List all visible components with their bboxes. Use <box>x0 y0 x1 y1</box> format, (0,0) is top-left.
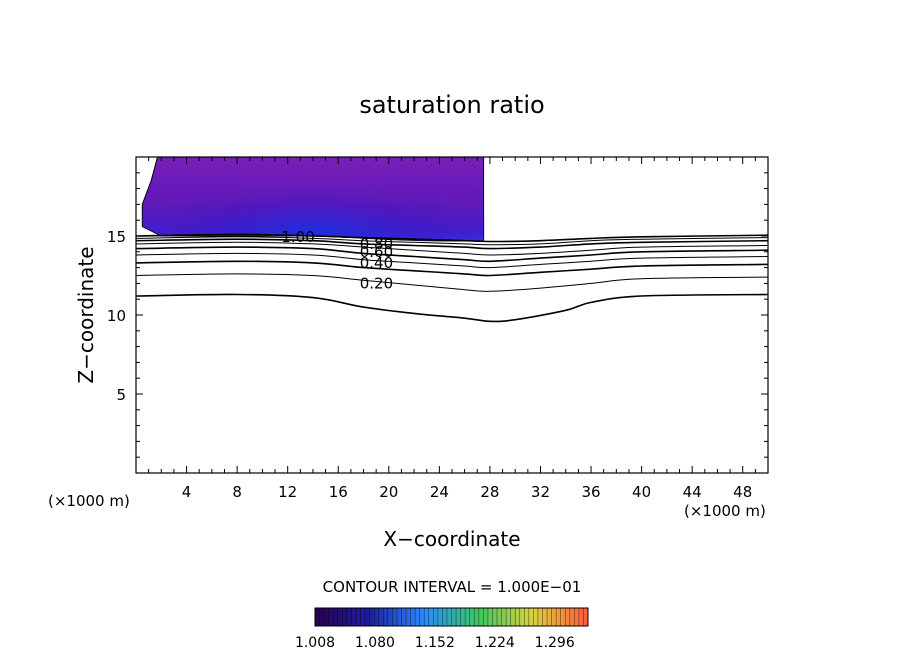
contour-line <box>136 252 768 269</box>
contour-line <box>136 293 768 323</box>
contour-line <box>136 273 768 292</box>
contour-label: 0.80 <box>360 235 393 253</box>
contour-line <box>136 241 768 256</box>
y-tick-label: 10 <box>107 307 126 325</box>
y-axis-label: Z−coordinate <box>74 246 98 383</box>
colorbar-tick-label: 1.224 <box>475 635 515 651</box>
colorbar-stripes <box>319 608 584 626</box>
x-tick-label: 36 <box>581 483 600 501</box>
colorbar-labels: 1.008 1.080 1.152 1.224 1.296 <box>295 635 575 651</box>
contour-interval-text: CONTOUR INTERVAL = 1.000E−01 <box>323 578 582 596</box>
contour-labels: 1.00 0.800.600.40 0.20 <box>281 228 393 293</box>
x-axis-unit-right: (×1000 m) <box>684 502 766 520</box>
contour-line <box>136 233 768 243</box>
x-tick-label: 16 <box>329 483 348 501</box>
y-tick-label: 15 <box>107 228 126 246</box>
contour-label: 0.20 <box>360 274 393 292</box>
x-tick-label: 44 <box>683 483 702 501</box>
x-axis-label: X−coordinate <box>383 527 520 551</box>
x-tick-label: 8 <box>232 483 242 501</box>
x-tick-label: 32 <box>531 483 550 501</box>
x-axis-ticks: 4 8 12 16 20 24 28 32 36 40 44 48 <box>135 157 769 501</box>
x-tick-label: 20 <box>379 483 398 501</box>
x-tick-label: 24 <box>430 483 449 501</box>
contour-line <box>136 246 768 263</box>
contour-label: 0.60 <box>360 243 393 261</box>
contour-line <box>136 238 768 250</box>
contour-lines <box>136 233 768 323</box>
contour-label: 0.40 <box>360 254 393 272</box>
y-tick-label: 5 <box>116 386 126 404</box>
x-tick-label: 4 <box>182 483 192 501</box>
x-tick-label: 40 <box>632 483 651 501</box>
contour-line <box>136 260 768 277</box>
y-axis-ticks: 5 10 15 <box>107 156 768 474</box>
x-tick-label: 12 <box>278 483 297 501</box>
chart-title: saturation ratio <box>359 91 544 119</box>
colorbar-tick-label: 1.296 <box>535 635 575 651</box>
colorbar-tick-label: 1.008 <box>295 635 335 651</box>
contour-line <box>136 236 768 246</box>
colorbar-tick-label: 1.152 <box>415 635 455 651</box>
x-axis-unit-left: (×1000 m) <box>48 492 130 510</box>
colorbar-tick-label: 1.080 <box>355 635 395 651</box>
x-tick-label: 28 <box>480 483 499 501</box>
contour-label: 1.00 <box>281 228 314 246</box>
x-tick-label: 48 <box>733 483 752 501</box>
shaded-core <box>142 157 484 242</box>
